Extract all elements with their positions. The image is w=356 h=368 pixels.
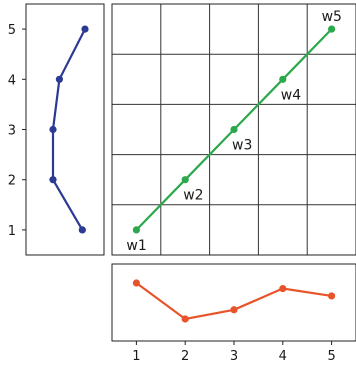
- main-point-label: w2: [183, 188, 203, 204]
- main-panel-frame: [111, 3, 356, 256]
- bottom-xtick-label: 2: [181, 349, 189, 364]
- bottom-xtick-label: 3: [230, 349, 238, 364]
- bottom-series-point: [230, 306, 238, 314]
- main-point-label: w4: [281, 87, 301, 103]
- main-series-point: [279, 75, 287, 83]
- main-series-point: [230, 125, 238, 134]
- left-ytick-label: 1: [8, 224, 16, 239]
- bottom-marginal-panel: 1 2 3 4 5: [111, 263, 356, 364]
- left-series-point: [78, 226, 86, 234]
- left-series-point: [49, 125, 57, 134]
- left-ytick-label: 2: [8, 174, 16, 189]
- left-series-line: [51, 28, 86, 231]
- main-series-point: [181, 176, 189, 184]
- left-ytick-label: 3: [8, 124, 16, 139]
- left-series-point: [49, 176, 57, 184]
- bottom-series-point: [181, 315, 189, 323]
- bottom-xtick-label: 5: [327, 349, 335, 364]
- main-point-label: w3: [232, 138, 252, 154]
- bottom-series-point: [328, 292, 336, 300]
- main-series-point: [132, 226, 140, 234]
- bottom-xtick-label: 4: [279, 349, 287, 364]
- left-series-point: [55, 75, 64, 83]
- bottom-xtick-label: 1: [132, 349, 140, 364]
- main-point-label: w1: [126, 238, 146, 254]
- bottom-series-line: [135, 282, 332, 321]
- main-series-point: [328, 25, 336, 33]
- left-ytick-label: 5: [8, 23, 16, 38]
- bottom-series-point: [279, 284, 287, 293]
- left-series-point: [81, 25, 89, 33]
- bottom-panel-frame: [111, 263, 356, 342]
- bottom-series-point: [132, 279, 140, 287]
- left-marginal-panel: 1 2 3 4 5: [8, 3, 105, 256]
- left-ytick-label: 4: [8, 73, 16, 88]
- main-point-label: w5: [322, 9, 342, 25]
- left-panel-frame: [25, 3, 105, 256]
- main-scatter-panel: w1 w2 w3 w4 w5: [111, 3, 356, 256]
